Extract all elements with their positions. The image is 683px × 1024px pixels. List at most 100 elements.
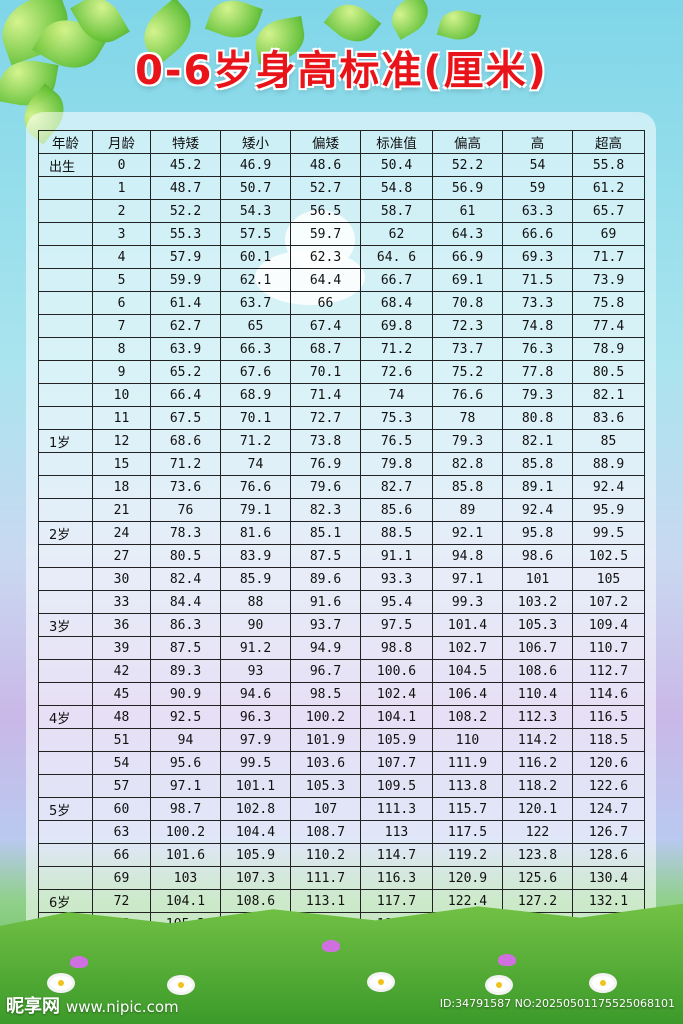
- table-row: 39 87.5 91.2 94.9 98.8 102.7 106.7 110.7: [38, 636, 645, 660]
- height-cell: 97.1: [432, 567, 503, 591]
- age-cell: [38, 728, 93, 752]
- height-cell: 54.8: [360, 176, 433, 200]
- height-cell: 74: [220, 452, 291, 476]
- height-cell: 59.9: [150, 268, 221, 292]
- column-header: 超高: [572, 130, 645, 154]
- height-cell: 114.6: [572, 682, 645, 706]
- age-cell: [38, 452, 93, 476]
- height-cell: 120.6: [572, 751, 645, 775]
- column-header: 高: [502, 130, 573, 154]
- month-cell: 1: [92, 176, 151, 200]
- age-cell: 5岁: [38, 797, 93, 821]
- height-cell: 95.8: [502, 521, 573, 545]
- table-row: 69 103 107.3 111.7 116.3 120.9 125.6 130.4: [38, 866, 645, 890]
- height-cell: 45.2: [150, 153, 221, 177]
- flower-decoration: [170, 978, 192, 992]
- height-cell: 72.6: [360, 360, 433, 384]
- column-header: 矮小: [220, 130, 291, 154]
- age-cell: [38, 636, 93, 660]
- height-cell: 76.9: [290, 452, 361, 476]
- height-cell: 82.1: [502, 429, 573, 453]
- height-cell: 89.1: [502, 475, 573, 499]
- watermark-id: ID:34791587 NO:20250501175525068101: [439, 997, 675, 1010]
- column-header: 偏高: [432, 130, 503, 154]
- butterfly-decoration: [70, 956, 88, 968]
- height-cell: 63.3: [502, 199, 573, 223]
- table-row: 3岁 36 86.3 90 93.7 97.5 101.4 105.3 109.4: [38, 613, 645, 637]
- age-cell: [38, 659, 93, 683]
- watermark-url: www.nipic.com: [66, 998, 179, 1016]
- table-row: 4岁 48 92.5 96.3 100.2 104.1 108.2 112.3 116.5: [38, 705, 645, 729]
- height-cell: 65.7: [572, 199, 645, 223]
- height-cell: 88: [220, 590, 291, 614]
- height-cell: 128.6: [572, 843, 645, 867]
- month-cell: 42: [92, 659, 151, 683]
- month-cell: 15: [92, 452, 151, 476]
- height-cell: 50.7: [220, 176, 291, 200]
- height-cell: 81.6: [220, 521, 291, 545]
- height-cell: 122.6: [572, 774, 645, 798]
- table-row: 18 73.6 76.6 79.6 82.7 85.8 89.1 92.4: [38, 475, 645, 499]
- height-cell: 116.3: [360, 866, 433, 890]
- height-cell: 61: [432, 199, 503, 223]
- height-cell: 86.3: [150, 613, 221, 637]
- height-cell: 119.2: [432, 843, 503, 867]
- age-cell: [38, 406, 93, 430]
- height-cell: 74.8: [502, 314, 573, 338]
- table-row: 7 62.7 65 67.4 69.8 72.3 74.8 77.4: [38, 314, 645, 338]
- height-cell: 73.7: [432, 337, 503, 361]
- height-cell: 99.5: [220, 751, 291, 775]
- height-cell: 108.6: [220, 889, 291, 913]
- month-cell: 36: [92, 613, 151, 637]
- table-row: 9 65.2 67.6 70.1 72.6 75.2 77.8 80.5: [38, 360, 645, 384]
- height-cell: 80.5: [150, 544, 221, 568]
- age-cell: [38, 291, 93, 315]
- age-cell: [38, 751, 93, 775]
- butterfly-decoration: [498, 954, 516, 966]
- height-cell: 104.4: [220, 820, 291, 844]
- height-cell: 108.2: [432, 705, 503, 729]
- height-cell: 71.2: [360, 337, 433, 361]
- height-cell: 130.4: [572, 866, 645, 890]
- height-cell: 73.6: [150, 475, 221, 499]
- height-cell: 78.9: [572, 337, 645, 361]
- height-cell: 64.3: [432, 222, 503, 246]
- table-row: 2 52.2 54.3 56.5 58.7 61 63.3 65.7: [38, 199, 645, 223]
- height-cell: 63.9: [150, 337, 221, 361]
- table-row: 5岁 60 98.7 102.8 107 111.3 115.7 120.1 124.7: [38, 797, 645, 821]
- height-cell: 116.5: [572, 705, 645, 729]
- height-cell: 102.5: [572, 544, 645, 568]
- height-cell: 100.2: [290, 705, 361, 729]
- height-cell: 85: [572, 429, 645, 453]
- height-cell: 98.8: [360, 636, 433, 660]
- height-cell: 67.5: [150, 406, 221, 430]
- age-cell: 4岁: [38, 705, 93, 729]
- height-cell: 75.3: [360, 406, 433, 430]
- height-cell: 124.7: [572, 797, 645, 821]
- table-row: 1 48.7 50.7 52.7 54.8 56.9 59 61.2: [38, 176, 645, 200]
- table-row: 66 101.6 105.9 110.2 114.7 119.2 123.8 128.6: [38, 843, 645, 867]
- height-cell: 85.8: [432, 475, 503, 499]
- height-cell: 111.7: [290, 866, 361, 890]
- table-row: 2岁 24 78.3 81.6 85.1 88.5 92.1 95.8 99.5: [38, 521, 645, 545]
- height-cell: 93.3: [360, 567, 433, 591]
- height-cell: 110: [432, 728, 503, 752]
- age-cell: 6岁: [38, 889, 93, 913]
- month-cell: 39: [92, 636, 151, 660]
- height-cell: 87.5: [290, 544, 361, 568]
- height-cell: 113.8: [432, 774, 503, 798]
- month-cell: 3: [92, 222, 151, 246]
- height-cell: 67.4: [290, 314, 361, 338]
- height-cell: 112.3: [502, 705, 573, 729]
- month-cell: 8: [92, 337, 151, 361]
- table-row: 5 59.9 62.1 64.4 66.7 69.1 71.5 73.9: [38, 268, 645, 292]
- height-cell: 95.6: [150, 751, 221, 775]
- height-cell: 77.8: [502, 360, 573, 384]
- height-cell: 79.1: [220, 498, 291, 522]
- table-row: 6 61.4 63.7 66 68.4 70.8 73.3 75.8: [38, 291, 645, 315]
- column-header: 标准值: [360, 130, 433, 154]
- height-cell: 97.1: [150, 774, 221, 798]
- age-cell: 出生: [38, 153, 93, 177]
- height-cell: 71.4: [290, 383, 361, 407]
- month-cell: 45: [92, 682, 151, 706]
